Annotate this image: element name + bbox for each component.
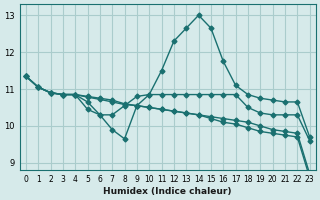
X-axis label: Humidex (Indice chaleur): Humidex (Indice chaleur) — [103, 187, 232, 196]
